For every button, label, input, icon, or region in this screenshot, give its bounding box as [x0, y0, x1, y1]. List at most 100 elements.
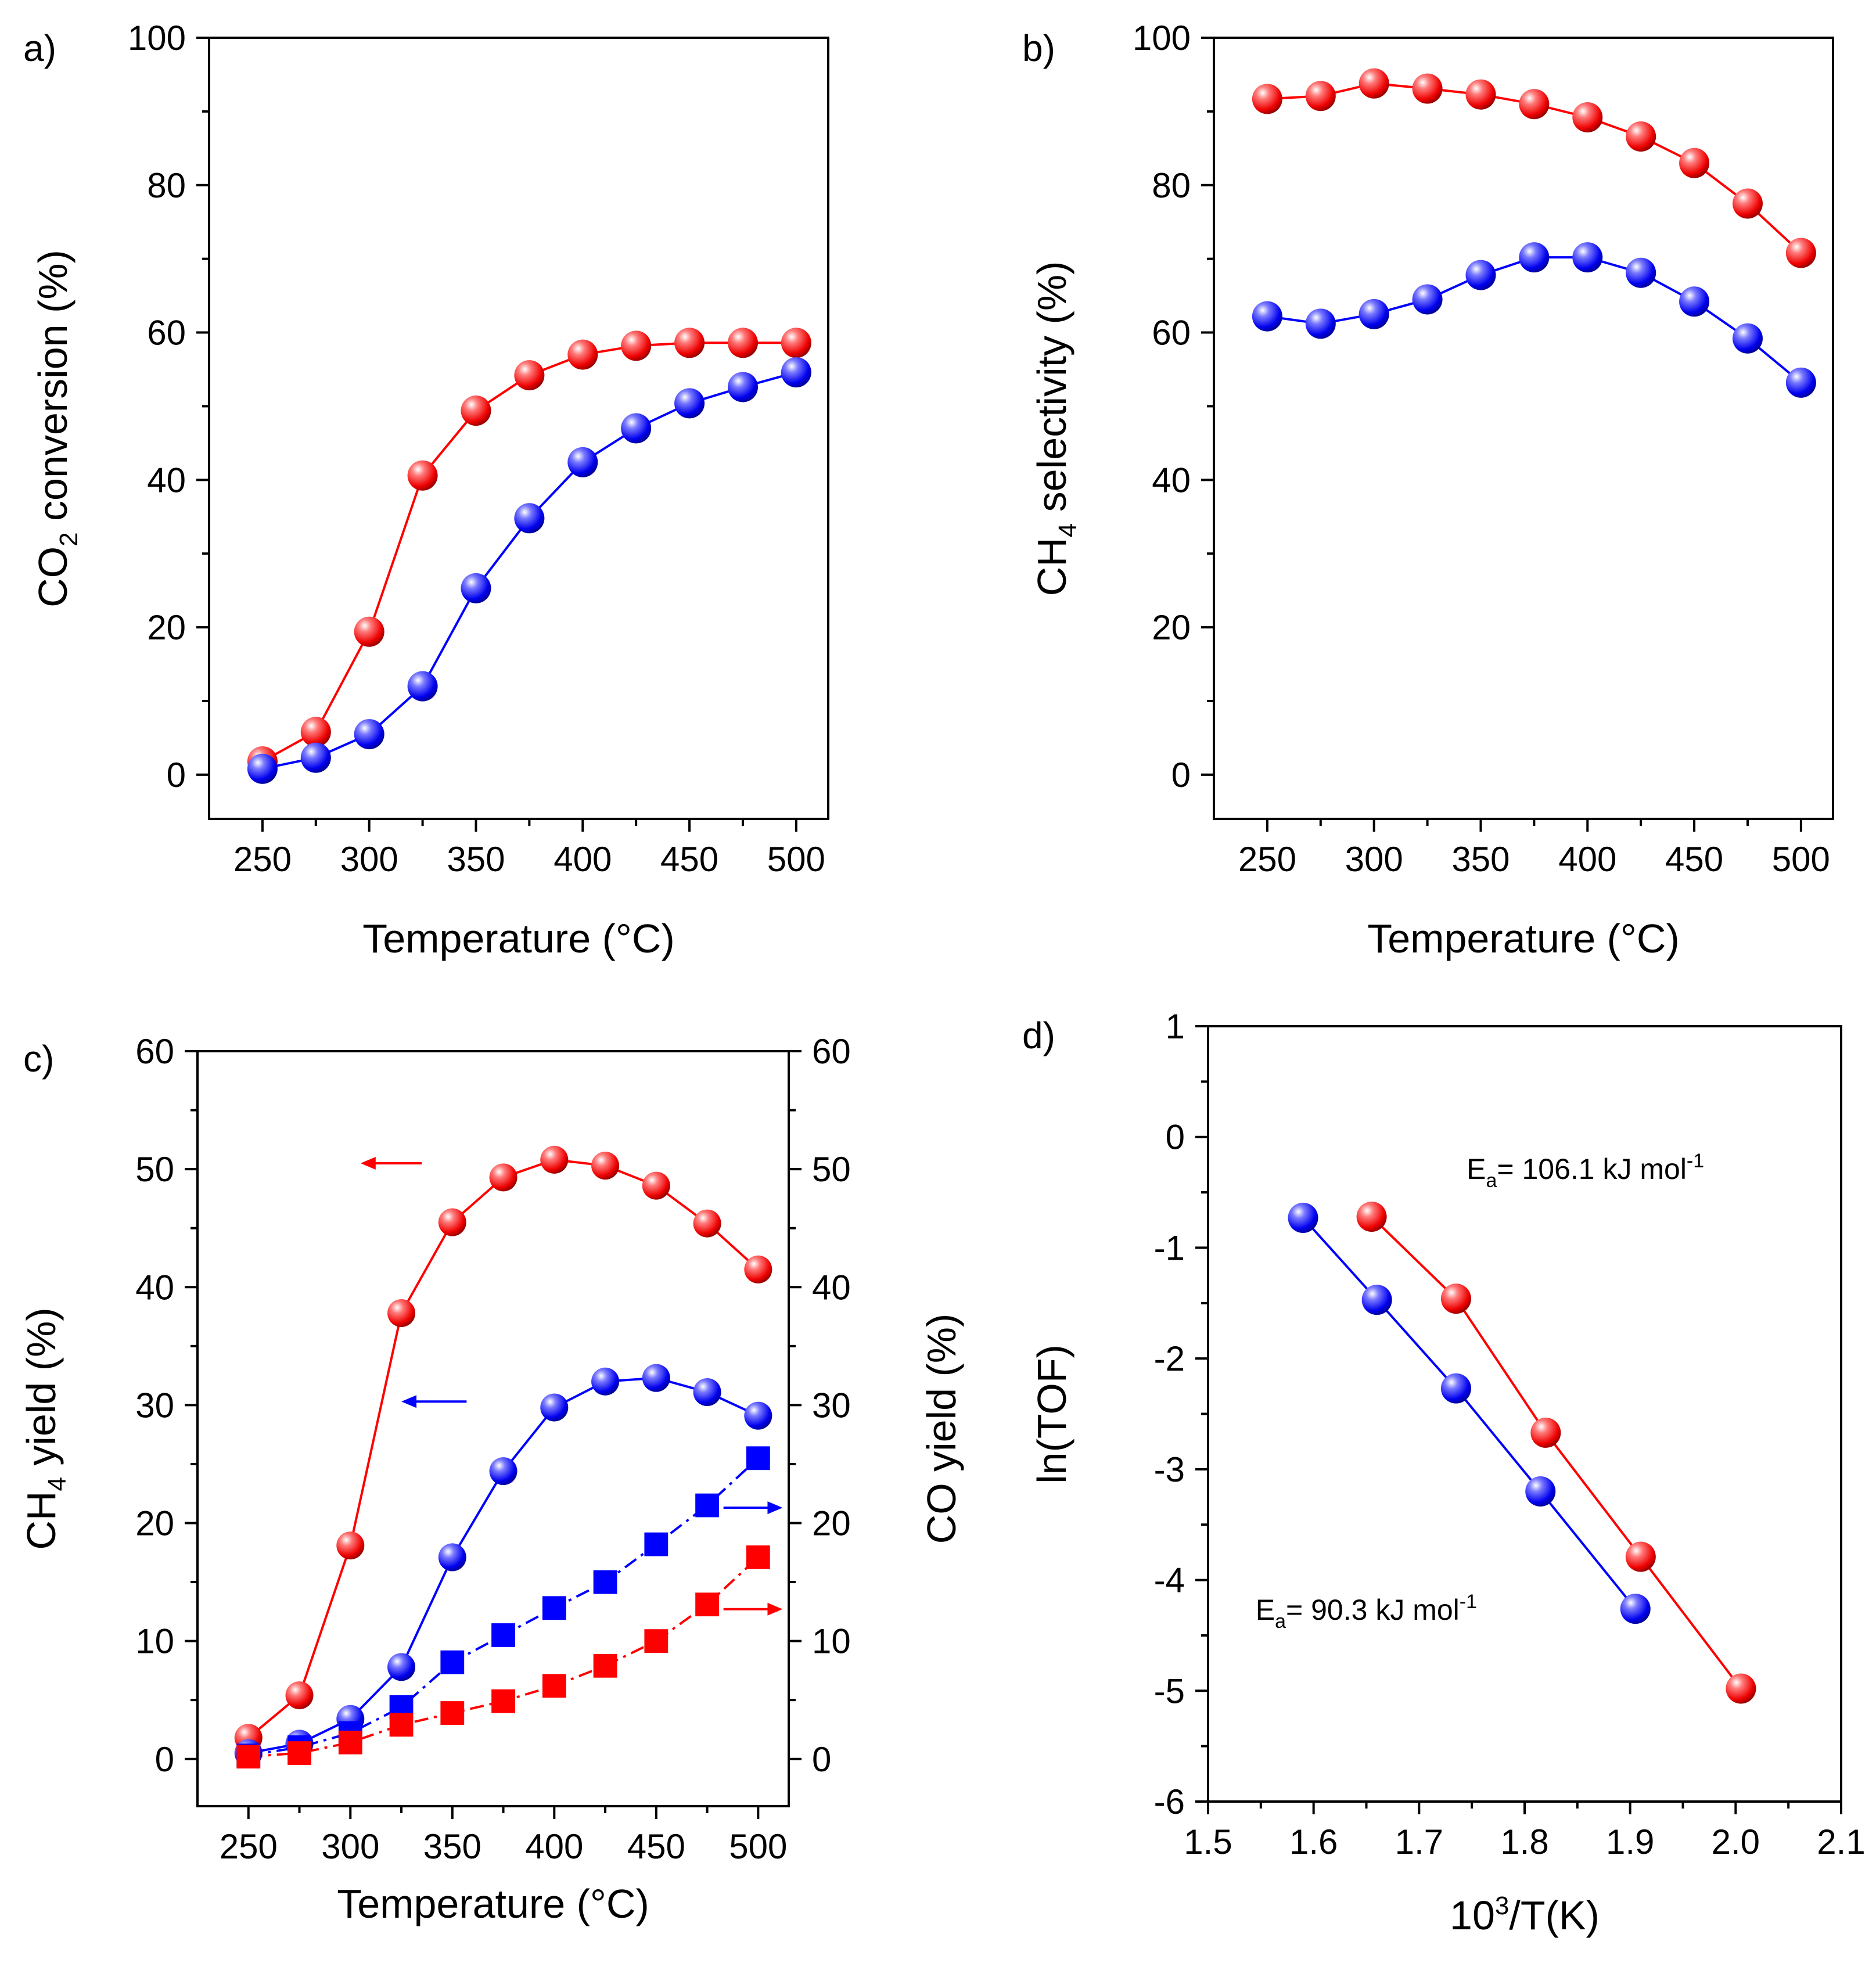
x-tick-label: 300 — [340, 840, 398, 879]
series-markers-c — [234, 1145, 772, 1769]
data-point-blue — [1626, 257, 1656, 288]
data-point-blue — [1252, 301, 1282, 332]
ea-subscript: a — [1486, 1170, 1497, 1192]
plot-frame-c — [196, 1050, 790, 1807]
x-tick-label: 2.1 — [1817, 1822, 1865, 1861]
x-tick-label: 1.6 — [1289, 1822, 1338, 1861]
data-point-red-co-yield — [644, 1629, 669, 1653]
y-axis-label-b-rest: selectivity (%) — [1029, 261, 1074, 523]
series-line-red-co-yield — [248, 1556, 759, 1758]
y-tick-label: -6 — [1154, 1782, 1185, 1821]
x-tick-label: 350 — [423, 1827, 481, 1866]
data-point-blue-ch4-yield — [591, 1367, 620, 1396]
x-tick-label: 250 — [233, 840, 292, 879]
data-point-red-ch4-yield — [438, 1208, 466, 1236]
data-point-blue — [1288, 1202, 1318, 1233]
series-markers-d — [1288, 1202, 1756, 1704]
data-point-red — [300, 717, 331, 747]
data-point-blue-ch4-yield — [540, 1393, 569, 1422]
y-tick-label: 20 — [1152, 608, 1191, 647]
y-axis-label-c-left: CH4 yield (%) — [19, 1307, 71, 1549]
x-axis-label-a: Temperature (°C) — [362, 916, 675, 961]
series-line-red — [261, 341, 796, 763]
x-tick-label: 500 — [729, 1827, 787, 1866]
data-point-red-co-yield — [287, 1741, 311, 1765]
y-axis-label-c-sub: 4 — [43, 1477, 71, 1491]
data-point-red-ch4-yield — [336, 1531, 365, 1560]
data-point-red — [1530, 1417, 1561, 1448]
y-tick-label: 40 — [1152, 461, 1191, 499]
data-point-red — [1305, 81, 1336, 112]
data-point-red — [621, 330, 652, 361]
x-tick-label: 350 — [447, 840, 505, 879]
y-tick-label: 0 — [167, 756, 186, 794]
x-tick-label: 1.7 — [1395, 1822, 1443, 1861]
x-tick-label: 400 — [1558, 840, 1616, 879]
y-axis-label-a-rest: conversion (%) — [30, 250, 76, 532]
data-point-red-ch4-yield — [591, 1152, 620, 1180]
ea-superscript: -1 — [1687, 1150, 1704, 1172]
y-right-tick-label: 50 — [812, 1150, 851, 1189]
x-axis-label-d-sup: 3 — [1495, 1892, 1509, 1920]
data-point-red-ch4-yield — [285, 1681, 314, 1710]
y-tick-label: 80 — [1152, 166, 1191, 205]
data-point-red — [1465, 79, 1496, 110]
data-point-red — [1519, 89, 1550, 120]
data-point-blue — [1361, 1285, 1392, 1315]
data-point-red — [514, 360, 545, 391]
data-point-blue — [1572, 242, 1603, 273]
data-point-red-co-yield — [338, 1730, 362, 1755]
x-axis-label-c: Temperature (°C) — [337, 1881, 649, 1926]
x-tick-label: 450 — [1665, 840, 1723, 879]
axis-arrow-head — [767, 1501, 783, 1515]
data-point-red — [727, 328, 758, 358]
y-axis-label-b-sub: 4 — [1054, 523, 1082, 537]
y-right-tick-label: 30 — [812, 1386, 851, 1425]
panel-label-d: d) — [1022, 1015, 1055, 1056]
x-tick-label: 500 — [1772, 840, 1830, 879]
plot-frame-a — [208, 37, 829, 820]
y-tick-label: -4 — [1154, 1561, 1185, 1600]
y-tick-label: 100 — [1133, 19, 1191, 57]
series-line-blue — [1302, 1217, 1637, 1610]
data-point-red-co-yield — [542, 1674, 566, 1698]
data-point-blue-co-yield — [542, 1596, 566, 1620]
data-point-blue-ch4-yield — [438, 1543, 466, 1572]
ea-subscript: a — [1275, 1610, 1286, 1633]
y-tick-label: 0 — [155, 1740, 174, 1779]
x-tick-label: 1.5 — [1184, 1822, 1232, 1861]
data-point-blue — [1732, 323, 1763, 354]
axis-arrows-c — [360, 1156, 783, 1616]
series-markers-a — [247, 328, 811, 784]
data-point-red-co-yield — [491, 1689, 515, 1713]
x-axis-label-b: Temperature (°C) — [1367, 916, 1680, 961]
axis-arrow-head — [401, 1395, 417, 1408]
x-tick-label: 2.0 — [1712, 1822, 1760, 1861]
y-tick-label: 20 — [147, 608, 186, 647]
data-point-blue-ch4-yield — [489, 1457, 517, 1486]
y-axis-label-c-right: CO yield (%) — [919, 1314, 964, 1544]
data-point-red — [1572, 102, 1603, 133]
y-tick-label: -3 — [1154, 1450, 1185, 1489]
y-tick-label: 50 — [135, 1150, 174, 1189]
y-right-tick-label: 0 — [812, 1740, 831, 1779]
data-point-blue — [514, 503, 545, 534]
y-right-tick-label: 20 — [812, 1504, 851, 1543]
y-axis-label-c-main: CH — [19, 1491, 64, 1550]
series-lines-a — [261, 341, 797, 770]
data-point-blue — [1519, 242, 1550, 273]
y-tick-label: 30 — [135, 1386, 174, 1425]
data-point-blue-co-yield — [644, 1532, 669, 1556]
x-tick-label: 250 — [220, 1827, 278, 1866]
ea-symbol: E — [1467, 1153, 1486, 1185]
data-point-blue — [300, 742, 331, 773]
data-point-red — [1440, 1284, 1471, 1314]
y-tick-label: 100 — [128, 19, 186, 57]
ticks-b: 250 300 350 400 450 500 0 20 40 60 80 100 — [1133, 19, 1830, 879]
y-tick-label: 0 — [1166, 1118, 1185, 1157]
y-axis-label-d: ln(TOF) — [1029, 1344, 1074, 1484]
data-point-red — [1412, 73, 1443, 104]
x-axis-label-d-rest: /T(K) — [1509, 1893, 1600, 1938]
data-point-blue — [567, 447, 598, 477]
y-tick-label: 20 — [135, 1504, 174, 1543]
